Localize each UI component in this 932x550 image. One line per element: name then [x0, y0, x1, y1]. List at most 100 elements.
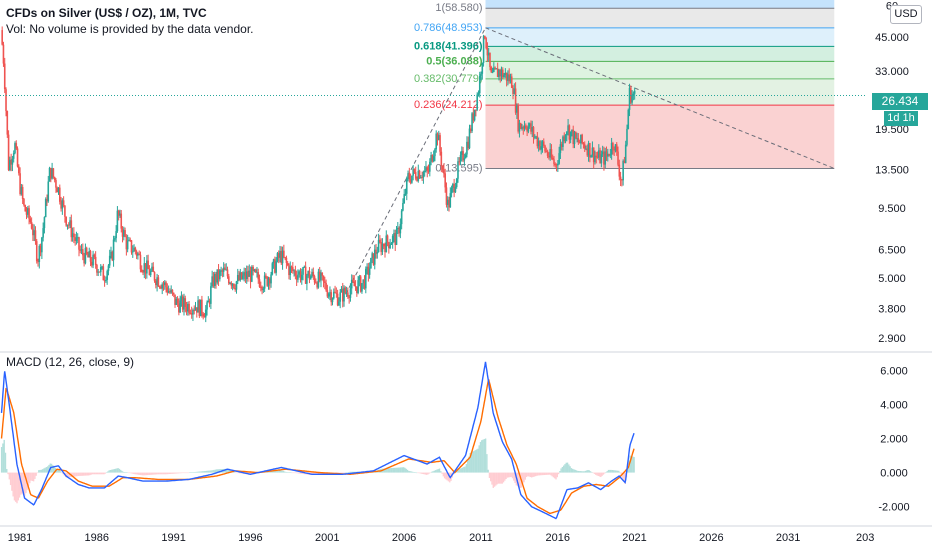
candle-body: [632, 93, 635, 96]
macd-histogram-bar: [605, 472, 607, 473]
macd-histogram-bar: [237, 472, 240, 474]
macd-histogram-bar: [191, 472, 194, 473]
candle-body: [330, 292, 333, 303]
candle-body: [512, 87, 514, 94]
macd-histogram-bar: [268, 471, 270, 473]
macd-histogram-bar: [346, 472, 349, 473]
macd-histogram-bar: [509, 472, 511, 478]
candle-body: [430, 154, 432, 162]
macd-histogram-bar: [289, 472, 291, 473]
time-axis-tick: 1996: [238, 532, 262, 544]
macd-histogram-bar: [120, 469, 122, 473]
macd-histogram-bar: [522, 472, 524, 485]
candle-body: [613, 149, 615, 151]
macd-histogram-bar: [278, 470, 281, 473]
macd-histogram-bar: [570, 468, 573, 473]
candle-body: [427, 170, 430, 172]
macd-histogram-bar: [568, 464, 570, 473]
candle-body: [112, 239, 115, 261]
fib-zone: [485, 0, 835, 9]
candle-body: [160, 286, 162, 289]
candle-body: [102, 266, 105, 281]
macd-histogram-bar: [146, 472, 149, 476]
candle-body: [601, 151, 604, 155]
macd-histogram-bar: [546, 472, 548, 475]
macd-histogram-bar: [420, 472, 423, 474]
candle-body: [628, 87, 631, 110]
macd-histogram-bar: [532, 472, 534, 478]
macd-histogram-bar: [438, 468, 441, 473]
candle-body: [436, 133, 439, 141]
candle-body: [560, 144, 563, 147]
candle-body: [343, 287, 345, 302]
macd-histogram-bar: [232, 471, 235, 473]
candle-body: [114, 238, 116, 240]
candle-body: [64, 205, 66, 217]
candle-body: [35, 241, 38, 262]
macd-histogram-bar: [67, 472, 69, 478]
macd-histogram-bar: [296, 472, 299, 474]
candle-body: [79, 249, 82, 251]
candle-body: [412, 168, 414, 176]
macd-histogram-bar: [272, 471, 274, 473]
candle-body: [311, 271, 313, 277]
macd-histogram-bar: [593, 472, 596, 474]
macd-histogram-bar: [466, 460, 469, 473]
macd-histogram-bar: [236, 472, 238, 474]
macd-histogram-bar: [340, 472, 342, 474]
candle-body: [224, 267, 226, 270]
candle-body: [297, 274, 299, 280]
candle-body: [74, 237, 76, 241]
symbol-title[interactable]: CFDs on Silver (US$ / OZ), 1M, TVC: [6, 6, 207, 20]
macd-histogram-bar: [468, 456, 470, 473]
candle-body: [518, 123, 521, 132]
fibonacci-retracement[interactable]: 1(58.580) 0.786(48.953) 0.618(41.396) 0.5(3…: [414, 0, 835, 174]
candle-body: [598, 150, 600, 158]
candle-body: [350, 279, 353, 289]
candle-body: [50, 167, 52, 179]
macd-histogram-bar: [500, 472, 502, 484]
candle-body: [603, 151, 605, 165]
candle-body: [413, 168, 416, 173]
candle-body: [309, 276, 312, 280]
trendlines[interactable]: [342, 27, 835, 301]
candle-body: [335, 292, 338, 294]
macd-histogram-bar: [616, 470, 619, 473]
candle-body: [320, 272, 322, 281]
macd-histogram-bar: [543, 472, 546, 476]
macd-histogram-bar: [158, 472, 160, 475]
macd-histogram-bar: [582, 471, 584, 473]
candle-body: [473, 109, 476, 121]
macd-histogram-bar: [91, 472, 94, 475]
macd-histogram-bar: [630, 456, 633, 473]
macd-histogram-bar: [511, 472, 514, 479]
candle-body: [25, 211, 28, 215]
price-axis-tick: 13.500: [875, 164, 909, 176]
macd-histogram-bar: [301, 472, 304, 474]
candle-body: [308, 271, 311, 280]
candle-body: [14, 143, 16, 154]
macd-histogram-bar: [459, 468, 461, 473]
macd-histogram-bar: [303, 472, 305, 475]
candle-body: [92, 254, 94, 266]
candle-body: [553, 159, 555, 165]
currency-button[interactable]: USD: [890, 5, 922, 24]
trendline[interactable]: [342, 27, 486, 301]
candle-body: [203, 316, 206, 318]
macd-histogram-bar: [214, 469, 217, 473]
candle-body: [617, 151, 619, 165]
macd-legend[interactable]: MACD (12, 26, close, 9): [6, 355, 135, 369]
macd-histogram-bar: [208, 470, 210, 473]
macd-histogram-bar: [9, 472, 12, 486]
candle-body: [210, 286, 212, 304]
candle-body: [317, 271, 320, 288]
candle-body: [530, 123, 532, 132]
candle-body: [454, 186, 457, 193]
macd-histogram-bar: [410, 471, 413, 473]
macd-histogram-bar: [173, 472, 176, 474]
candle-body: [596, 156, 599, 158]
macd-histogram-bar: [294, 472, 296, 474]
candle-body: [96, 264, 98, 273]
